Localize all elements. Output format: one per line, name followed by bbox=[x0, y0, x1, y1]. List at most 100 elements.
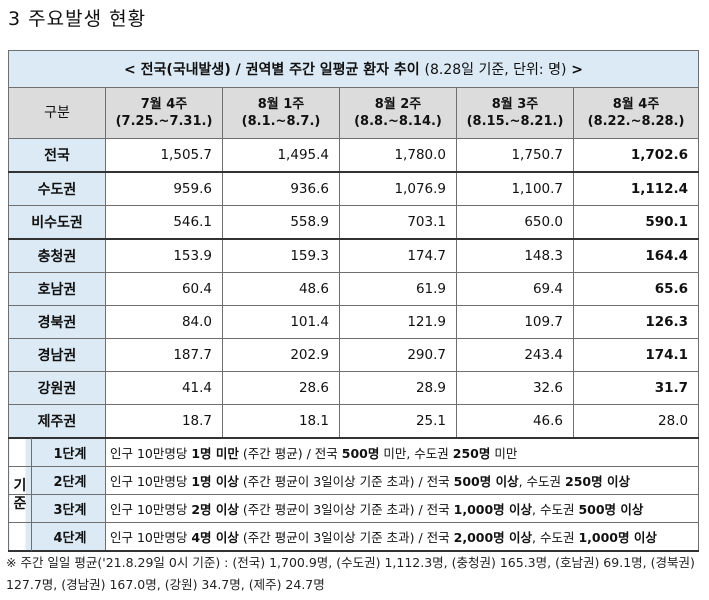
table-cell: 202.9 bbox=[222, 338, 340, 372]
header-week-range: (8.1.~8.7.) bbox=[241, 114, 321, 129]
caption-end: > bbox=[571, 62, 584, 78]
table-caption-row: < 전국(국내발생) / 권역별 주간 일평균 환자 추이 (8.28일 기준,… bbox=[7, 50, 700, 88]
header-week-range: (8.22.~8.28.) bbox=[587, 114, 685, 129]
table-cell: 936.6 bbox=[222, 171, 340, 206]
table-row: 경남권 187.7 202.9 290.7 243.4 174.1 bbox=[8, 338, 700, 372]
table-cell: 60.4 bbox=[105, 272, 223, 306]
table-cell: 18.7 bbox=[105, 404, 223, 439]
footnote: ※ 주간 일일 평균('21.8.29일 0시 기준) : (전국) 1,700… bbox=[6, 555, 695, 592]
table-cell: 41.4 bbox=[105, 371, 223, 405]
criteria-row: 1단계 인구 10만명당 1명 미만 (주간 평균) / 전국 500명 미만, … bbox=[8, 437, 700, 467]
section-title: 3 주요발생 현황 bbox=[8, 8, 147, 30]
criteria-text: 500명 이상 bbox=[453, 474, 519, 489]
criteria-row: 4단계 인구 10만명당 4명 이상 (주간 평균이 3일이상 기준 초과) / … bbox=[8, 522, 700, 552]
criteria-text: 1명 미만 bbox=[191, 446, 239, 461]
table-cell: 32.6 bbox=[456, 371, 574, 405]
row-region: 수도권 bbox=[8, 171, 106, 206]
criteria-text: 인구 10만명당 bbox=[110, 446, 192, 461]
table-row: 수도권 959.6 936.6 1,076.9 1,100.7 1,112.4 bbox=[8, 171, 700, 206]
table-cell: 174.7 bbox=[339, 238, 457, 273]
header-row: 구분 7월 4주 (7.25.~7.31.) 8월 1주 (8.1.~8.7.) 8… bbox=[8, 87, 700, 139]
table-cell: 703.1 bbox=[339, 205, 457, 240]
criteria-text: , 수도권 bbox=[518, 474, 566, 489]
header-week: 8월 3주 (8.15.~8.21.) bbox=[456, 87, 574, 139]
table-cell: 25.1 bbox=[339, 404, 457, 439]
table-cell: 546.1 bbox=[105, 205, 223, 240]
table-cell: 28.0 bbox=[572, 404, 700, 439]
criteria-text: 250명 이상 bbox=[565, 474, 630, 489]
row-region: 경북권 bbox=[8, 305, 106, 339]
header-category: 구분 bbox=[8, 87, 106, 139]
table-cell: 28.6 bbox=[222, 371, 340, 405]
table-cell: 18.1 bbox=[222, 404, 340, 439]
table-cell: 187.7 bbox=[105, 338, 223, 372]
row-region: 비수도권 bbox=[8, 205, 106, 240]
table-cell: 69.4 bbox=[456, 272, 574, 306]
table-row: 충청권 153.9 159.3 174.7 148.3 164.4 bbox=[8, 238, 700, 273]
weekly-average-table: < 전국(국내발생) / 권역별 주간 일평균 환자 추이 (8.28일 기준,… bbox=[7, 50, 700, 552]
criteria-row: 3단계 인구 10만명당 2명 이상 (주간 평균이 3일이상 기준 초과) / … bbox=[8, 494, 700, 523]
criteria-stage: 4단계 bbox=[8, 522, 106, 552]
table-cell: 164.4 bbox=[572, 238, 700, 273]
criteria-description: 인구 10만명당 4명 이상 (주간 평균이 3일이상 기준 초과) / 전국 … bbox=[104, 522, 700, 552]
table-cell: 121.9 bbox=[339, 305, 457, 339]
caption-note: (8.28일 기준, 단위: 명) bbox=[424, 62, 567, 78]
table-cell: 243.4 bbox=[456, 338, 574, 372]
table-cell: 1,505.7 bbox=[105, 138, 223, 173]
table-caption: < 전국(국내발생) / 권역별 주간 일평균 환자 추이 (8.28일 기준,… bbox=[7, 50, 700, 88]
criteria-text: 250명 bbox=[452, 446, 491, 461]
criteria-text: 1,000명 이상 bbox=[578, 530, 657, 545]
criteria-row: 2단계 인구 10만명당 1명 이상 (주간 평균이 3일이상 기준 초과) / … bbox=[8, 466, 700, 495]
criteria-text: (주간 평균이 3일이상 기준 초과) / 전국 bbox=[238, 474, 454, 489]
criteria-text: 미만, 수도권 bbox=[379, 446, 453, 461]
row-region: 충청권 bbox=[8, 238, 106, 273]
table-cell: 650.0 bbox=[456, 205, 574, 240]
table-row: 경북권 84.0 101.4 121.9 109.7 126.3 bbox=[8, 305, 700, 339]
table-cell: 290.7 bbox=[339, 338, 457, 372]
table-row: 전국 1,505.7 1,495.4 1,780.0 1,750.7 1,702.6 bbox=[8, 138, 700, 173]
table-cell: 126.3 bbox=[572, 305, 700, 339]
row-region: 경남권 bbox=[8, 338, 106, 372]
criteria-description: 인구 10만명당 1명 이상 (주간 평균이 3일이상 기준 초과) / 전국 … bbox=[104, 466, 700, 495]
row-region: 전국 bbox=[8, 138, 106, 173]
criteria-text: 인구 10만명당 bbox=[110, 530, 192, 545]
table-container: < 전국(국내발생) / 권역별 주간 일평균 환자 추이 (8.28일 기준,… bbox=[7, 50, 700, 552]
criteria-text: 1명 이상 bbox=[191, 474, 239, 489]
table-cell: 959.6 bbox=[105, 171, 223, 206]
table-cell: 1,495.4 bbox=[222, 138, 340, 173]
row-region: 강원권 bbox=[8, 371, 106, 405]
criteria-text: 2,000명 이상 bbox=[453, 530, 533, 545]
header-week-label: 8월 3주 bbox=[491, 97, 539, 112]
criteria-text: 500명 이상 bbox=[578, 502, 644, 517]
table-cell: 558.9 bbox=[222, 205, 340, 240]
table-cell: 153.9 bbox=[105, 238, 223, 273]
table-row: 호남권 60.4 48.6 61.9 69.4 65.6 bbox=[8, 272, 700, 306]
header-week: 8월 1주 (8.1.~8.7.) bbox=[222, 87, 340, 139]
table-row: 제주권 18.7 18.1 25.1 46.6 28.0 bbox=[8, 404, 700, 439]
row-region: 제주권 bbox=[8, 404, 106, 439]
criteria-text: 인구 10만명당 bbox=[110, 502, 192, 517]
header-week-label: 8월 1주 bbox=[257, 97, 305, 112]
criteria-text: , 수도권 bbox=[532, 502, 579, 517]
table-cell: 174.1 bbox=[572, 338, 700, 372]
header-week-label: 8월 4주 bbox=[612, 97, 660, 112]
header-week: 8월 2주 (8.8.~8.14.) bbox=[339, 87, 457, 139]
table-cell: 48.6 bbox=[222, 272, 340, 306]
criteria-text: 500명 bbox=[341, 446, 380, 461]
criteria-text: (주간 평균이 3일이상 기준 초과) / 전국 bbox=[238, 530, 454, 545]
table-cell: 65.6 bbox=[572, 272, 700, 306]
criteria-divider bbox=[31, 438, 32, 551]
row-region: 호남권 bbox=[8, 272, 106, 306]
header-week-label: 7월 4주 bbox=[140, 97, 188, 112]
table-cell: 159.3 bbox=[222, 238, 340, 273]
table-cell: 1,076.9 bbox=[339, 171, 457, 206]
header-week-range: (8.8.~8.14.) bbox=[354, 114, 442, 129]
table-cell: 109.7 bbox=[456, 305, 574, 339]
caption-text: < 전국(국내발생) / 권역별 주간 일평균 환자 추이 bbox=[124, 62, 420, 78]
table-cell: 148.3 bbox=[456, 238, 574, 273]
criteria-text: (주간 평균이 3일이상 기준 초과) / 전국 bbox=[238, 502, 454, 517]
table-cell: 590.1 bbox=[572, 205, 700, 240]
header-week-range: (7.25.~7.31.) bbox=[115, 114, 213, 129]
table-cell: 1,750.7 bbox=[456, 138, 574, 173]
table-cell: 101.4 bbox=[222, 305, 340, 339]
